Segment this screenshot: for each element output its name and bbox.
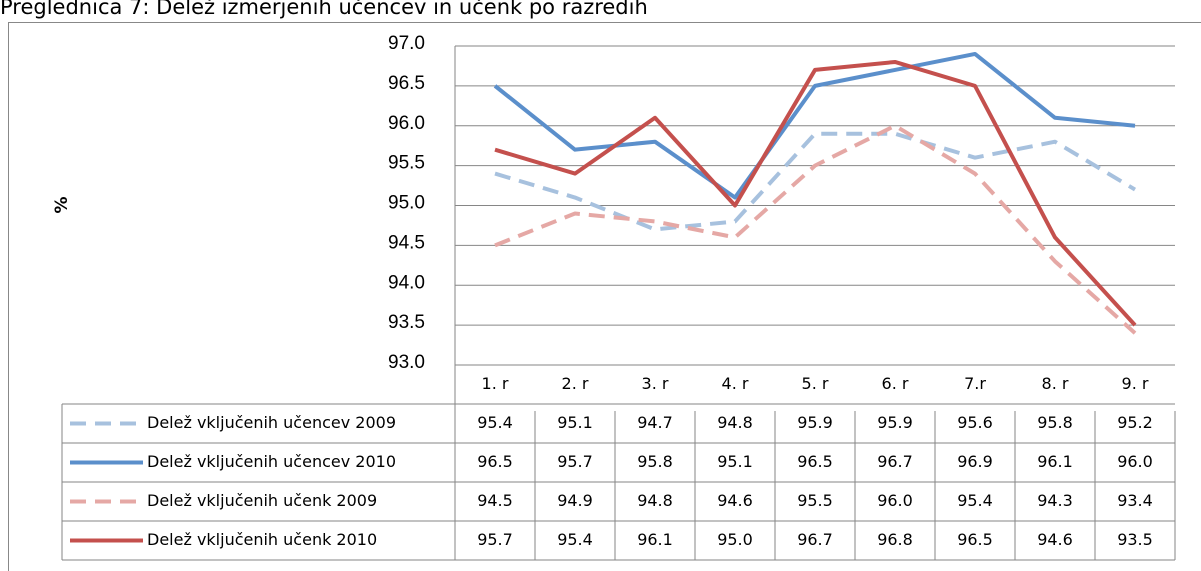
data-label: 94.7 — [637, 413, 673, 432]
y-tick-label: 94.5 — [388, 232, 425, 253]
series-line — [493, 51, 1136, 200]
x-tick-label: 7.r — [964, 374, 986, 393]
data-label: 96.5 — [797, 452, 833, 471]
series-line — [494, 131, 1137, 232]
data-label: 94.6 — [717, 491, 753, 510]
data-label: 96.7 — [797, 530, 833, 549]
data-label: 95.1 — [717, 452, 753, 471]
data-label: 95.0 — [717, 530, 753, 549]
data-label: 95.1 — [557, 413, 593, 432]
y-tick-label: 97.0 — [388, 33, 425, 54]
data-label: 96.0 — [1117, 452, 1153, 471]
legend-label: Delež vključenih učencev 2010 — [147, 452, 396, 471]
data-label: 95.4 — [557, 530, 593, 549]
x-tick-label: 5. r — [802, 374, 829, 393]
data-label: 96.8 — [877, 530, 913, 549]
data-label: 95.7 — [477, 530, 513, 549]
data-label: 94.6 — [1037, 530, 1073, 549]
chart-title: Preglednica 7: Delež izmerjenih učencev … — [0, 0, 648, 19]
y-tick-label: 94.0 — [388, 272, 425, 293]
y-tick-label: 96.0 — [388, 113, 425, 134]
series-line — [494, 59, 1137, 327]
series-line — [494, 123, 1137, 335]
data-label: 95.7 — [557, 452, 593, 471]
data-label: 95.9 — [877, 413, 913, 432]
data-label: 95.8 — [1037, 413, 1073, 432]
data-label: 96.9 — [957, 452, 993, 471]
data-label: 95.6 — [957, 413, 993, 432]
y-tick-label: 96.5 — [388, 73, 425, 94]
x-tick-label: 4. r — [722, 374, 749, 393]
data-label: 96.7 — [877, 452, 913, 471]
x-tick-label: 9. r — [1122, 374, 1149, 393]
data-label: 96.5 — [477, 452, 513, 471]
legend-label: Delež vključenih učenk 2009 — [147, 491, 377, 510]
y-axis-label: % — [52, 196, 72, 213]
data-label: 94.8 — [717, 413, 753, 432]
data-label: 96.0 — [877, 491, 913, 510]
data-label: 95.8 — [637, 452, 673, 471]
data-label: 93.5 — [1117, 530, 1153, 549]
x-tick-label: 8. r — [1042, 374, 1069, 393]
data-label: 94.8 — [637, 491, 673, 510]
data-label: 95.4 — [957, 491, 993, 510]
data-label: 96.1 — [1037, 452, 1073, 471]
y-tick-label: 95.0 — [388, 193, 425, 214]
legend-label: Delež vključenih učencev 2009 — [147, 413, 396, 432]
data-label: 95.9 — [797, 413, 833, 432]
data-label: 95.5 — [797, 491, 833, 510]
data-label: 95.4 — [477, 413, 513, 432]
data-label: 95.2 — [1117, 413, 1153, 432]
legend-label: Delež vključenih učenk 2010 — [147, 530, 377, 549]
chart-border — [8, 22, 1201, 571]
y-tick-label: 93.5 — [388, 312, 425, 333]
data-label: 96.1 — [637, 530, 673, 549]
data-label: 94.9 — [557, 491, 593, 510]
data-label: 93.4 — [1117, 491, 1153, 510]
y-tick-label: 93.0 — [388, 352, 425, 373]
data-label: 96.5 — [957, 530, 993, 549]
x-tick-label: 2. r — [562, 374, 589, 393]
y-tick-label: 95.5 — [388, 153, 425, 174]
data-label: 94.3 — [1037, 491, 1073, 510]
data-label: 94.5 — [477, 491, 513, 510]
x-tick-label: 1. r — [482, 374, 509, 393]
x-tick-label: 6. r — [882, 374, 909, 393]
x-tick-label: 3. r — [642, 374, 669, 393]
